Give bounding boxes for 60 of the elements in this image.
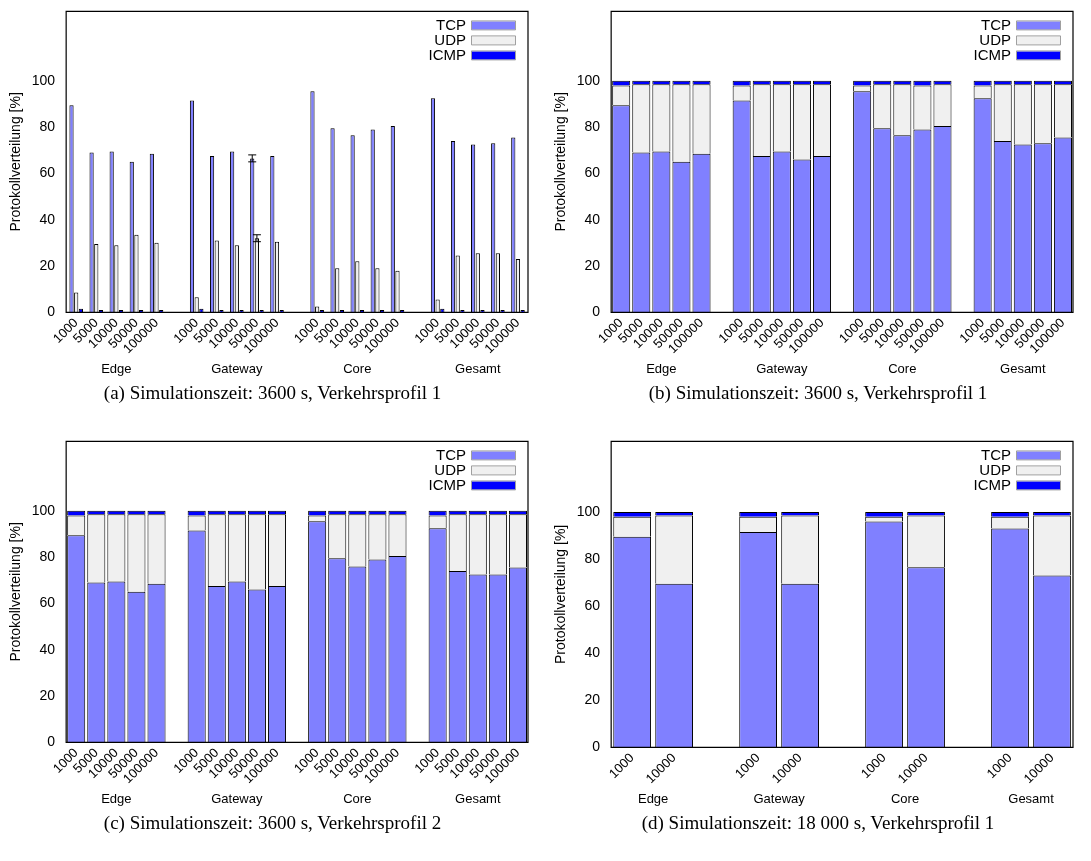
- y-tick-label: 60: [39, 594, 56, 611]
- legend-label: TCP: [981, 15, 1011, 33]
- text: Core: [343, 361, 372, 377]
- text: Edge: [646, 361, 677, 377]
- y-tick-label: 0: [592, 303, 601, 320]
- y-tick-label: 100: [31, 71, 56, 88]
- text: (b) Simulationszeit: 3600 s, Verkehrsprofil 1: [647, 382, 989, 404]
- legend-label: UDP: [979, 30, 1011, 48]
- y-axis-title: Protokollverteilung [%]: [7, 522, 24, 662]
- legend-label: ICMP: [973, 45, 1011, 63]
- legend-label: TCP: [981, 445, 1011, 463]
- text: Gesamt: [455, 791, 501, 807]
- text: Gesamt: [1008, 791, 1055, 807]
- y-tick-label: 80: [584, 117, 601, 134]
- y-axis-title: Protokollverteilung [%]: [7, 92, 24, 232]
- y-tick-label: 0: [592, 738, 601, 755]
- text: Gateway: [756, 361, 808, 377]
- text: Edge: [637, 791, 669, 807]
- text: Core: [890, 791, 920, 807]
- y-tick-label: 0: [47, 733, 56, 750]
- y-tick-label: 20: [39, 256, 56, 273]
- y-tick-label: 20: [39, 686, 56, 703]
- y-tick-label: 40: [584, 644, 601, 661]
- text: (c) Simulationszeit: 3600 s, Verkehrsprofil 2: [102, 812, 443, 834]
- y-tick-label: 80: [39, 547, 56, 564]
- legend-label: UDP: [434, 30, 466, 48]
- legend-label: UDP: [979, 460, 1011, 478]
- y-axis-title: Protokollverteilung [%]: [552, 92, 569, 232]
- legend-label: UDP: [434, 460, 466, 478]
- y-tick-label: 100: [31, 501, 56, 518]
- y-tick-label: 40: [39, 640, 56, 657]
- text: Core: [888, 361, 917, 377]
- y-tick-label: 100: [576, 502, 601, 519]
- text: Gateway: [211, 361, 263, 377]
- text: Edge: [101, 361, 132, 377]
- y-tick-label: 60: [584, 164, 601, 181]
- text: Gesamt: [1000, 361, 1046, 377]
- legend-label: ICMP: [428, 475, 466, 493]
- y-tick-label: 40: [584, 210, 601, 227]
- y-tick-label: 0: [47, 303, 56, 320]
- y-tick-label: 20: [584, 691, 601, 708]
- legend-label: ICMP: [428, 45, 466, 63]
- legend-label: TCP: [436, 15, 466, 33]
- y-tick-label: 20: [584, 256, 601, 273]
- legend-label: ICMP: [973, 475, 1011, 493]
- text: Core: [343, 791, 372, 807]
- text: (a) Simulationszeit: 3600 s, Verkehrsprofil 1: [102, 382, 443, 404]
- y-tick-label: 100: [576, 71, 601, 88]
- y-axis-title: Protokollverteilung [%]: [552, 524, 569, 665]
- text: Gesamt: [455, 361, 501, 377]
- y-tick-label: 60: [584, 597, 601, 614]
- y-tick-label: 40: [39, 210, 56, 227]
- text: (d) Simulationszeit: 18 000 s, Verkehrsprofil 1: [640, 812, 996, 834]
- text: Gateway: [753, 791, 806, 807]
- y-tick-label: 60: [39, 164, 56, 181]
- text: Edge: [101, 791, 132, 807]
- y-tick-label: 80: [584, 549, 601, 566]
- y-tick-label: 80: [39, 117, 56, 134]
- text: Gateway: [211, 791, 263, 807]
- legend-label: TCP: [436, 445, 466, 463]
